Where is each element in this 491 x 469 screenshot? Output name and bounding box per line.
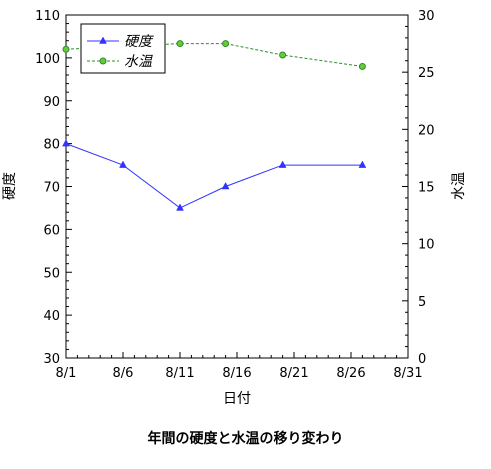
x-axis: 8/1 8/6 8/11 8/16 8/21 8/26 8/31 bbox=[56, 352, 423, 381]
right-tick-label: 5 bbox=[418, 295, 426, 310]
right-tick-label: 25 bbox=[418, 66, 435, 81]
left-tick-label: 30 bbox=[43, 352, 60, 367]
x-tick-label: 8/11 bbox=[165, 366, 194, 381]
left-axis: 30 40 50 60 70 80 90 100 110 bbox=[35, 9, 72, 367]
chart-caption: 年間の硬度と水温の移り変わり bbox=[147, 431, 344, 447]
data-point-triangle bbox=[278, 160, 287, 168]
left-tick-label: 80 bbox=[43, 138, 60, 153]
data-point-triangle bbox=[358, 160, 367, 168]
right-tick-label: 0 bbox=[418, 352, 426, 367]
data-point-triangle bbox=[99, 36, 107, 44]
data-point-triangle bbox=[62, 139, 70, 147]
legend-label: 硬度 bbox=[124, 34, 154, 50]
left-tick-label: 50 bbox=[43, 266, 60, 281]
left-axis-label: 硬度 bbox=[2, 172, 18, 200]
left-tick-label: 70 bbox=[43, 181, 60, 196]
x-axis-label: 日付 bbox=[223, 391, 251, 407]
right-axis: 0 5 10 15 20 25 30 bbox=[402, 9, 435, 367]
data-point-circle bbox=[358, 62, 366, 70]
x-tick-label: 8/1 bbox=[56, 366, 77, 381]
x-tick-label: 8/26 bbox=[336, 366, 365, 381]
legend-label: 水温 bbox=[124, 54, 153, 70]
legend-box bbox=[80, 23, 166, 74]
x-tick-label: 8/6 bbox=[113, 366, 134, 381]
right-tick-label: 15 bbox=[418, 181, 435, 196]
left-tick-label: 60 bbox=[43, 223, 60, 238]
left-tick-label: 100 bbox=[35, 52, 60, 67]
right-tick-label: 10 bbox=[418, 238, 435, 253]
left-tick-label: 110 bbox=[35, 9, 60, 24]
right-tick-label: 30 bbox=[418, 9, 435, 24]
data-point-circle bbox=[279, 51, 287, 59]
data-point-triangle bbox=[119, 160, 127, 168]
data-point-triangle bbox=[221, 181, 230, 190]
left-tick-label: 90 bbox=[43, 95, 60, 110]
data-point-triangle bbox=[176, 203, 184, 211]
left-tick-label: 40 bbox=[43, 309, 60, 324]
x-tick-label: 8/31 bbox=[393, 366, 422, 381]
right-tick-label: 20 bbox=[418, 123, 435, 138]
right-axis-label: 水温 bbox=[451, 172, 467, 200]
series-line bbox=[65, 143, 363, 209]
x-tick-label: 8/21 bbox=[279, 366, 308, 381]
data-point-circle bbox=[176, 40, 184, 48]
x-tick-label: 8/16 bbox=[222, 366, 251, 381]
data-point-circle bbox=[62, 45, 70, 53]
data-point-circle bbox=[99, 57, 107, 65]
data-point-circle bbox=[222, 40, 230, 48]
